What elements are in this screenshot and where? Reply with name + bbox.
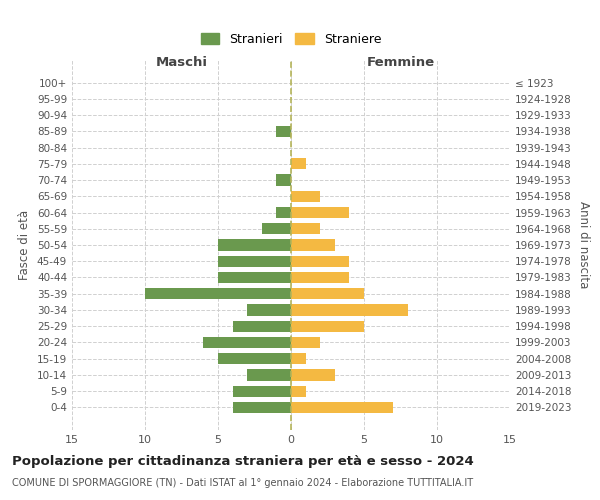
Text: Popolazione per cittadinanza straniera per età e sesso - 2024: Popolazione per cittadinanza straniera p… bbox=[12, 455, 474, 468]
Bar bbox=[291, 158, 305, 170]
Bar bbox=[291, 256, 349, 267]
Bar bbox=[233, 320, 291, 332]
Bar bbox=[291, 320, 364, 332]
Bar bbox=[291, 190, 320, 202]
Bar bbox=[218, 240, 291, 250]
Bar bbox=[218, 353, 291, 364]
Bar bbox=[291, 386, 305, 397]
Bar bbox=[145, 288, 291, 300]
Y-axis label: Fasce di età: Fasce di età bbox=[19, 210, 31, 280]
Bar bbox=[233, 402, 291, 413]
Bar bbox=[291, 272, 349, 283]
Legend: Stranieri, Straniere: Stranieri, Straniere bbox=[197, 29, 385, 50]
Bar bbox=[262, 223, 291, 234]
Bar bbox=[277, 126, 291, 137]
Bar bbox=[291, 337, 320, 348]
Bar bbox=[277, 174, 291, 186]
Bar bbox=[291, 370, 335, 380]
Bar bbox=[218, 256, 291, 267]
Bar bbox=[233, 386, 291, 397]
Bar bbox=[291, 207, 349, 218]
Bar bbox=[291, 353, 305, 364]
Text: COMUNE DI SPORMAGGIORE (TN) - Dati ISTAT al 1° gennaio 2024 - Elaborazione TUTTI: COMUNE DI SPORMAGGIORE (TN) - Dati ISTAT… bbox=[12, 478, 473, 488]
Bar bbox=[291, 304, 408, 316]
Text: Maschi: Maschi bbox=[155, 56, 208, 68]
Bar bbox=[247, 304, 291, 316]
Bar bbox=[218, 272, 291, 283]
Bar bbox=[291, 288, 364, 300]
Bar bbox=[291, 223, 320, 234]
Bar bbox=[247, 370, 291, 380]
Bar bbox=[291, 402, 393, 413]
Bar bbox=[203, 337, 291, 348]
Bar bbox=[291, 240, 335, 250]
Y-axis label: Anni di nascita: Anni di nascita bbox=[577, 202, 590, 288]
Bar bbox=[277, 207, 291, 218]
Text: Femmine: Femmine bbox=[367, 56, 434, 68]
